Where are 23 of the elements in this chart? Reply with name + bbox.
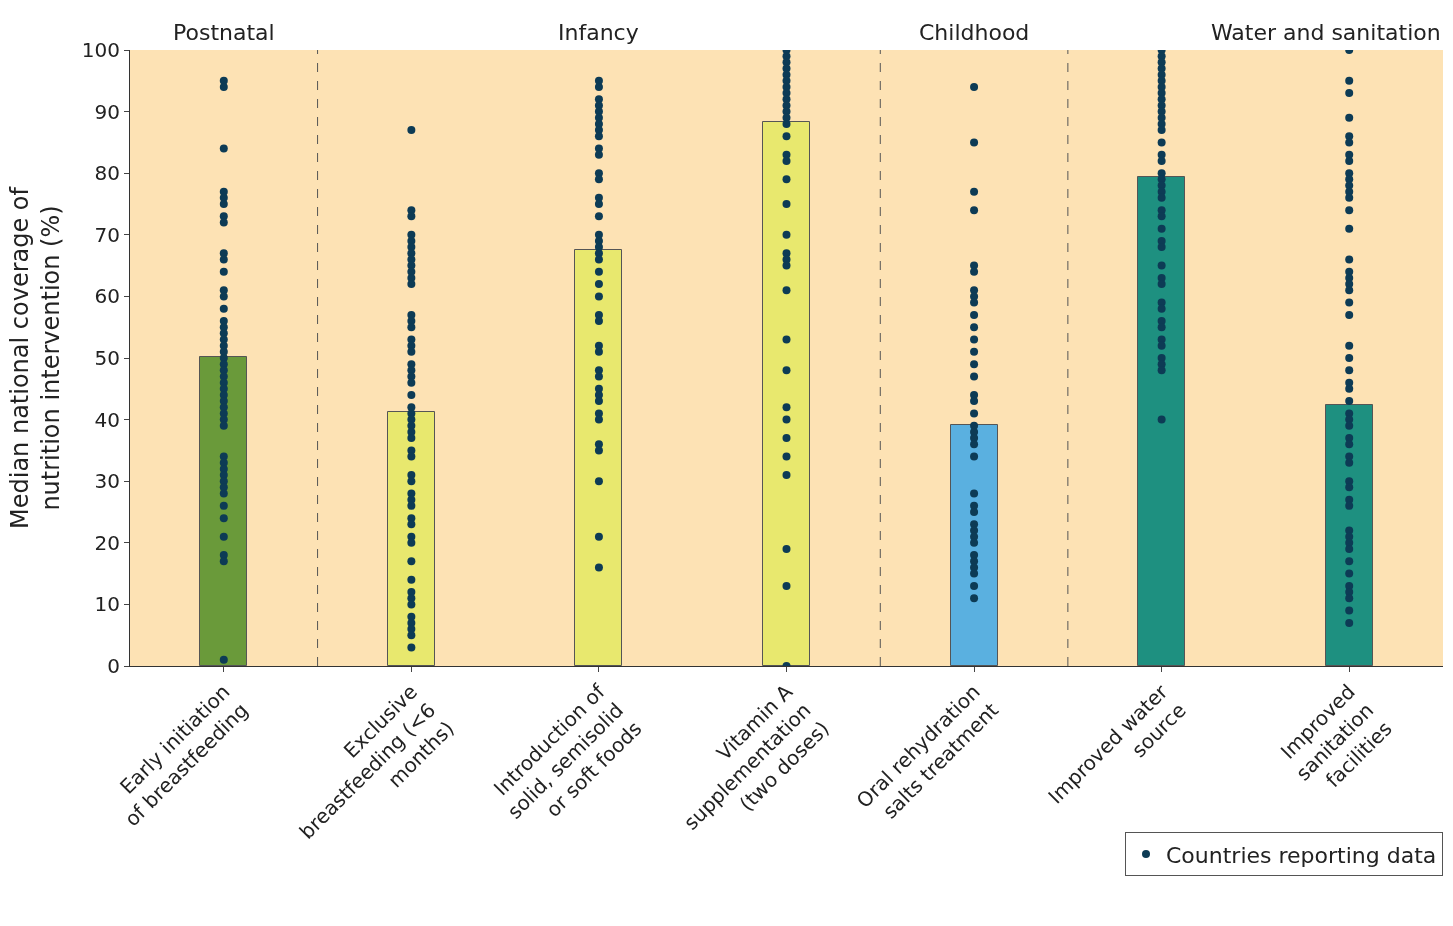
- bar: [950, 424, 998, 666]
- y-tick-label: 90: [94, 99, 120, 124]
- y-tick-label: 70: [94, 222, 120, 247]
- y-tick-label: 80: [94, 161, 120, 186]
- y-tick-label: 40: [94, 407, 120, 432]
- y-axis-title: Median national coverage of nutrition intervention (%): [5, 186, 65, 529]
- y-tick-label: 10: [94, 592, 120, 617]
- y-tick-label: 30: [94, 469, 120, 494]
- y-tick-label: 100: [81, 38, 120, 62]
- bar: [1325, 404, 1373, 666]
- y-tick-label: 20: [94, 530, 120, 555]
- text: Water and sanitation: [1211, 20, 1441, 45]
- text: Infancy: [558, 20, 639, 45]
- y-tick-label: 0: [107, 654, 120, 678]
- text: Childhood: [919, 20, 1030, 45]
- legend-label: Countries reporting data: [1166, 842, 1437, 868]
- y-tick-label: 60: [94, 284, 120, 309]
- bar: [1137, 176, 1185, 666]
- y-tick-label: 50: [94, 346, 120, 370]
- bar: [762, 121, 810, 666]
- text: Postnatal: [173, 20, 275, 45]
- bar: [199, 356, 247, 666]
- bar: [574, 249, 622, 666]
